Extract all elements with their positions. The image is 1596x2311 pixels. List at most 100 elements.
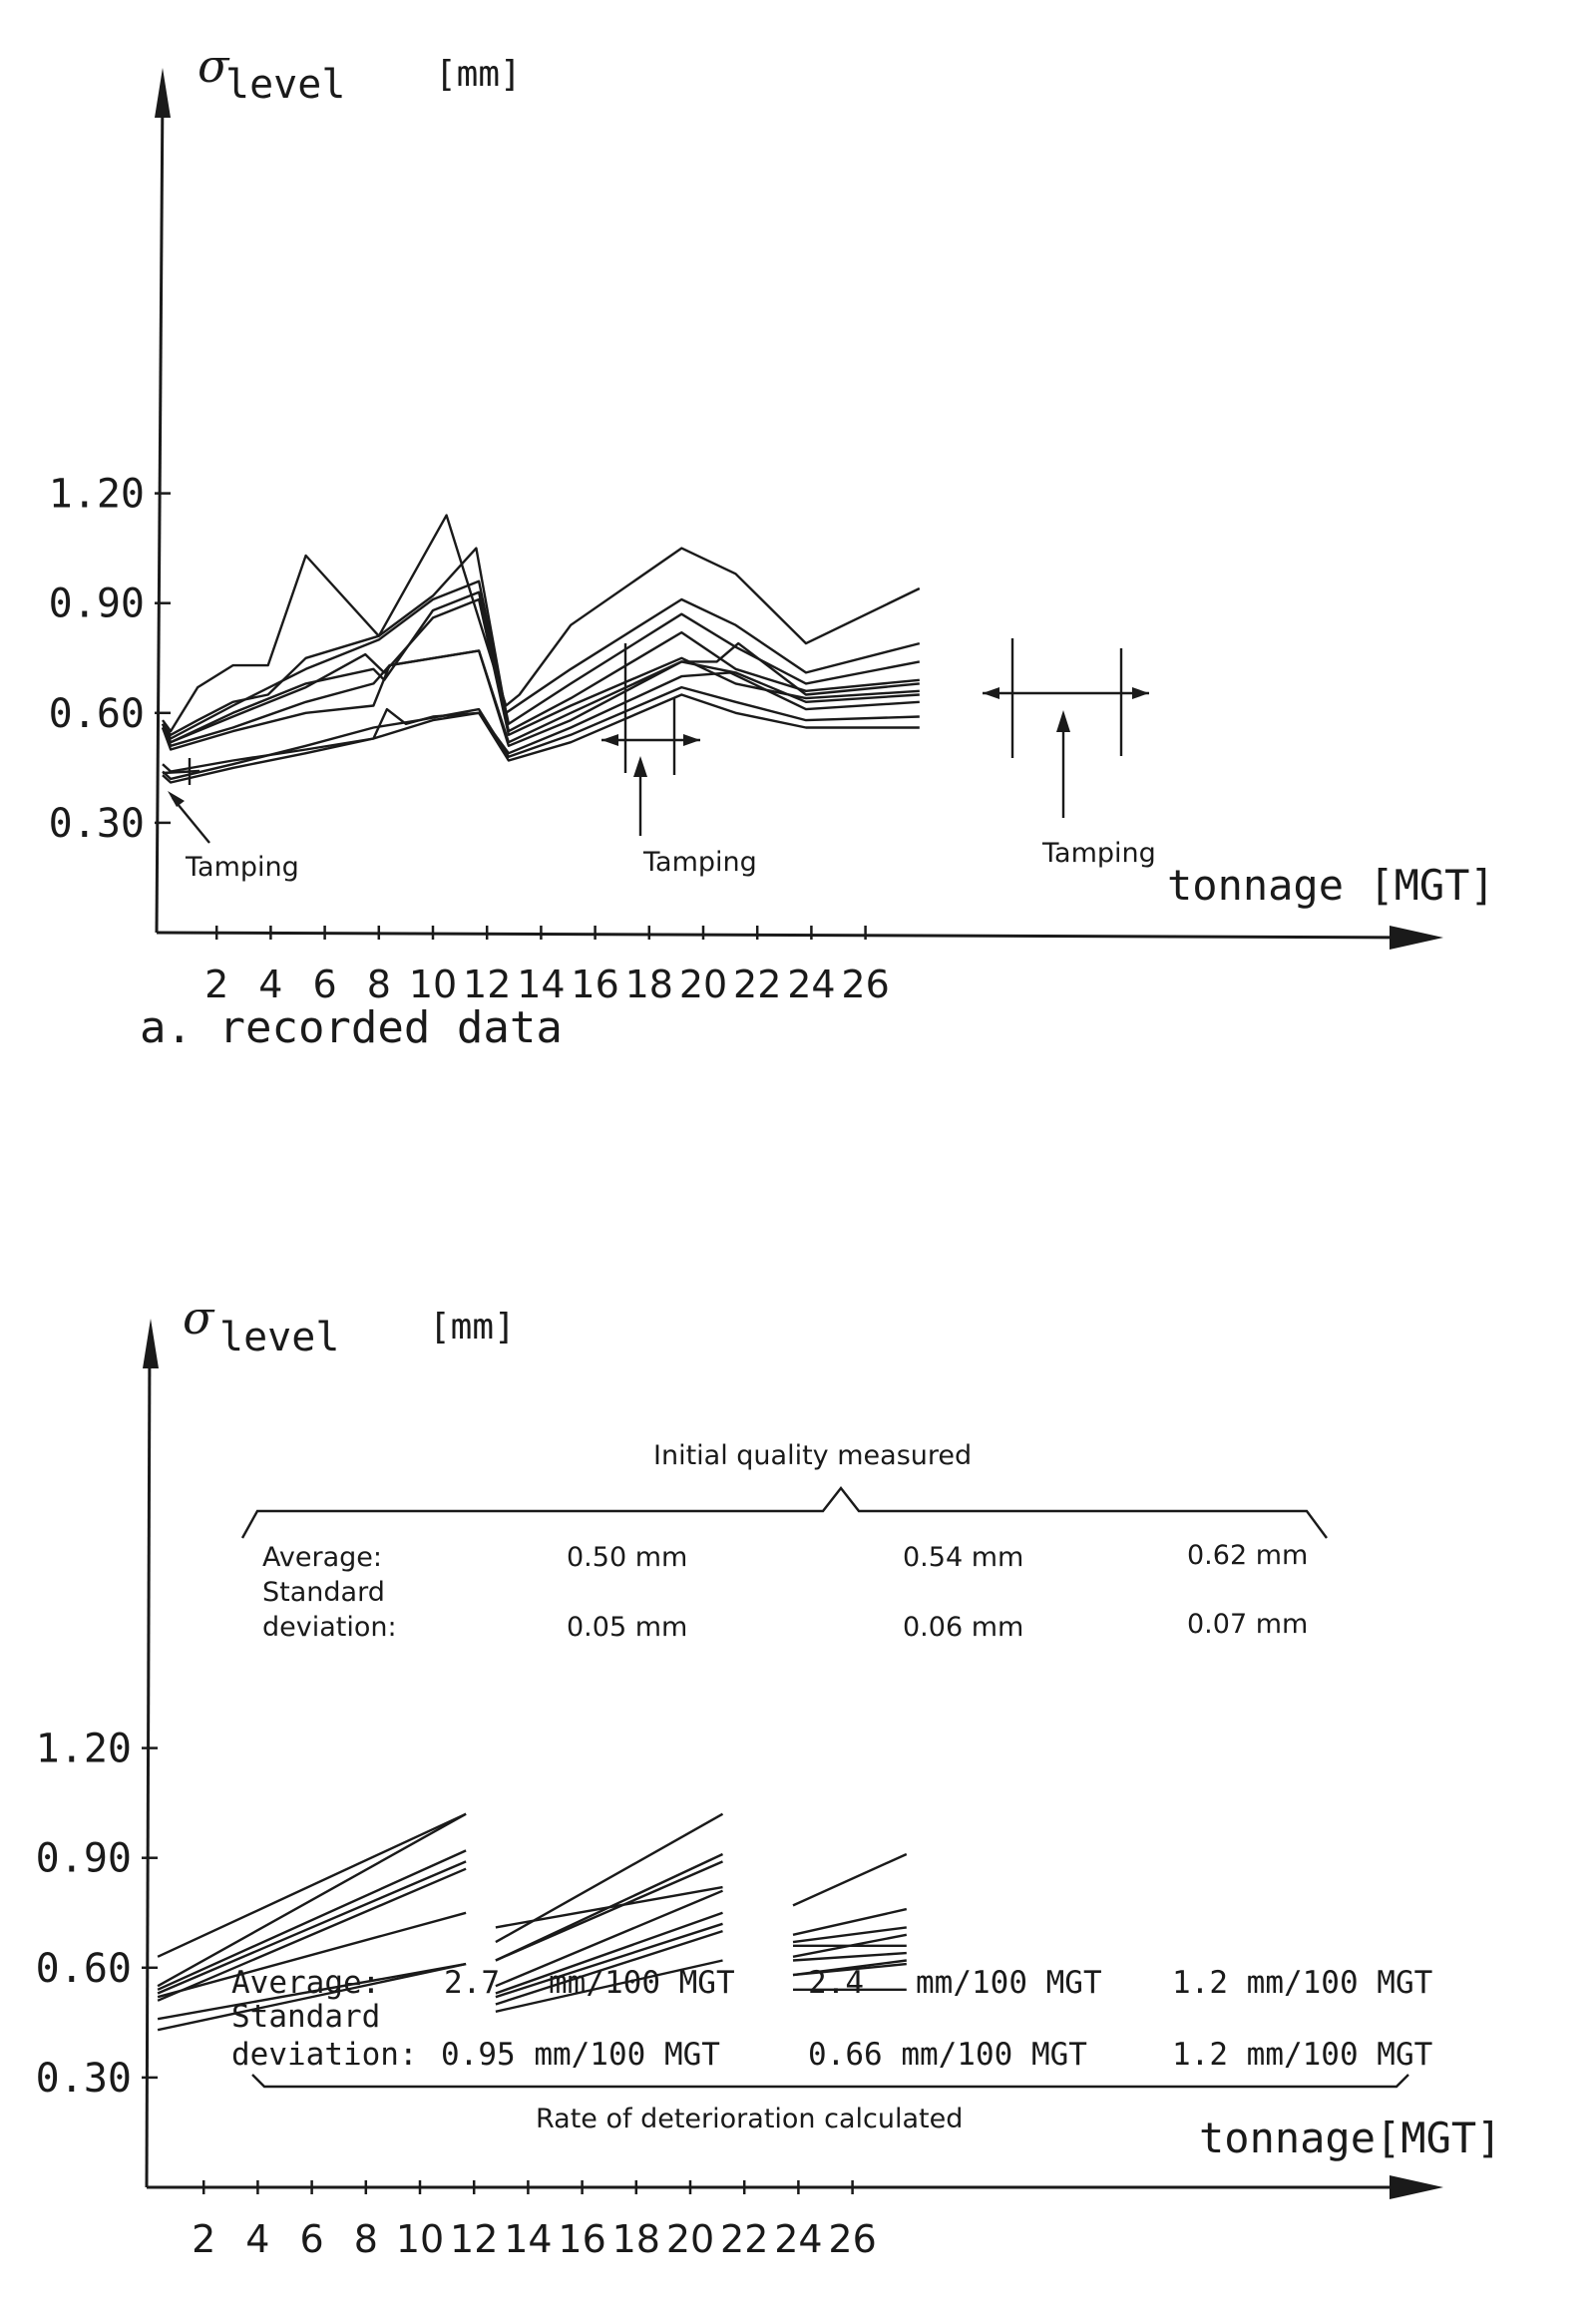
x-tick-label: 26 (841, 963, 889, 1006)
initial-quality-average-3: 0.62 mm (1187, 1540, 1308, 1571)
deterioration-std-label-2: deviation: (231, 2037, 418, 2073)
tamping-marker-3: Tamping (983, 638, 1156, 869)
y-tick-label: 1.20 (36, 1727, 132, 1772)
deterioration-title: Rate of deterioration calculated (536, 2104, 963, 2134)
trend-line-g1-5 (157, 1867, 467, 2002)
trend-line-g2-7 (495, 1922, 723, 1999)
initial-quality-std-3: 0.07 mm (1187, 1609, 1308, 1640)
series-line-s5 (161, 597, 920, 744)
tamping-label-3: Tamping (1041, 838, 1156, 869)
x-tick-label: 14 (517, 963, 565, 1006)
y-tick-label: 0.30 (49, 801, 145, 847)
x-tick-label: 24 (774, 2217, 822, 2261)
initial-quality-brace (240, 1486, 1328, 1539)
series-line-s7 (161, 649, 920, 751)
x-tick-label: 4 (258, 963, 282, 1006)
caption-recorded-data: a. recorded data (140, 1002, 563, 1053)
x-axis-label: tonnage [MGT] (1167, 861, 1495, 910)
tick-layer: 2 4 6 8 10 12 14 16 18 20 22 24 260.300.600.901.20 (36, 1727, 877, 2261)
deterioration-average-1: 2.7 (444, 1965, 500, 2001)
initial-quality-std-2: 0.06 mm (903, 1612, 1023, 1643)
trend-line-g2-5 (495, 1889, 723, 1988)
y-axis-arrowhead (143, 1319, 159, 1368)
initial-quality-annotation: Initial quality measured Average: Standa… (240, 1440, 1328, 1643)
x-tick-label: 4 (245, 2217, 269, 2261)
x-tick-label: 20 (666, 2217, 714, 2261)
deterioration-std-1: 0.95 mm/100 MGT (441, 2037, 720, 2073)
y-tick-label: 1.20 (49, 472, 145, 518)
y-axis-label-sub: level (219, 1315, 339, 1360)
deterioration-average-2-unit: mm/100 MGT (916, 1965, 1102, 2001)
trend-line-g3-8 (792, 1962, 907, 1977)
x-tick-label: 16 (558, 2217, 605, 2261)
trend-line-g3-5 (792, 1933, 908, 1958)
x-axis-label: tonnage[MGT] (1199, 2114, 1501, 2162)
x-tick-label: 12 (463, 963, 511, 1006)
y-axis-label-unit: [mm] (429, 1307, 516, 1348)
trend-line-g3-2 (792, 1907, 908, 1936)
x-tick-label: 6 (313, 963, 337, 1006)
deterioration-brace (251, 2074, 1409, 2089)
y-axis-label-sub: level (225, 62, 345, 108)
deterioration-average-2: 2.4 (808, 1965, 864, 2001)
x-tick-label: 2 (192, 2217, 215, 2261)
trend-line-g3-3 (792, 1926, 907, 1944)
y-tick-label: 0.90 (49, 581, 145, 627)
tick-layer: 2 4 6 8 10 12 14 16 18 20 22 24 260.300.600.901.20 (49, 472, 890, 1006)
trend-line-g2-4 (495, 1860, 723, 1962)
trend-line-g1-6 (157, 1911, 467, 1999)
x-tick-label: 10 (409, 963, 457, 1006)
tamping-label-2: Tamping (642, 847, 757, 878)
trend-line-g3-1 (792, 1852, 908, 1907)
deterioration-std-label-1: Standard (231, 1999, 380, 2035)
x-axis-arrowhead (1390, 2175, 1443, 2199)
trend-line-g2-1 (495, 1812, 724, 1944)
trend-line-g1-4 (157, 1860, 467, 1995)
deterioration-average-1-unit: mm/100 MGT (549, 1965, 735, 2001)
x-tick-label: 10 (396, 2217, 444, 2261)
trend-line-g2-3 (495, 1885, 723, 1929)
y-axis-label-symbol: σ (183, 1291, 215, 1345)
initial-quality-average-1: 0.50 mm (567, 1542, 687, 1573)
tamping-marker-2: Tamping (601, 643, 757, 878)
trend-line-g2-9 (495, 1959, 723, 2013)
x-axis (156, 931, 1417, 940)
deterioration-annotation: Average: 2.7 mm/100 MGT 2.4 mm/100 MGT 1… (231, 1965, 1432, 2134)
y-axis (155, 87, 165, 934)
y-axis-label-unit: [mm] (435, 54, 522, 95)
x-tick-label: 8 (367, 963, 391, 1006)
initial-quality-std-label-1: Standard (262, 1577, 385, 1608)
trend-line-g1-1 (157, 1812, 467, 1958)
x-tick-label: 2 (204, 963, 228, 1006)
y-tick-label: 0.60 (49, 691, 145, 737)
initial-quality-average-label: Average: (262, 1542, 382, 1573)
tamping-label-1: Tamping (185, 852, 299, 883)
series-line-s9 (162, 685, 920, 781)
series-layer (161, 514, 921, 784)
x-tick-label: 12 (450, 2217, 498, 2261)
x-tick-label: 24 (787, 963, 835, 1006)
series-layer (157, 1812, 908, 2032)
y-tick-label: 0.60 (36, 1946, 132, 1992)
series-line-s2 (162, 547, 921, 736)
deterioration-average-label: Average: (231, 1965, 380, 2001)
initial-quality-std-1: 0.05 mm (567, 1612, 687, 1643)
x-tick-label: 20 (679, 963, 727, 1006)
chart-recorded-data: σ level [mm] tonnage [MGT] 2 4 6 8 10 12 14 16 1… (49, 39, 1495, 1053)
trend-line-g1-3 (157, 1849, 467, 1991)
y-tick-label: 0.30 (36, 2056, 132, 2102)
trend-line-g2-8 (495, 1929, 723, 2006)
trend-line-g1-7 (157, 1962, 467, 2021)
initial-quality-title: Initial quality measured (653, 1440, 972, 1471)
x-tick-label: 18 (625, 963, 673, 1006)
y-axis-label-symbol: σ (198, 39, 230, 93)
y-axis-arrowhead (155, 68, 171, 118)
x-tick-label: 26 (828, 2217, 876, 2261)
x-axis-arrowhead (1390, 926, 1443, 950)
chart-deterioration: σ level [mm] tonnage[MGT] 2 4 6 8 10 12 14 16 18… (36, 1291, 1502, 2261)
initial-quality-std-label-2: deviation: (262, 1612, 397, 1643)
deterioration-average-3: 1.2 mm/100 MGT (1172, 1965, 1432, 2001)
deterioration-std-3: 1.2 mm/100 MGT (1172, 2037, 1432, 2073)
x-tick-label: 14 (504, 2217, 552, 2261)
